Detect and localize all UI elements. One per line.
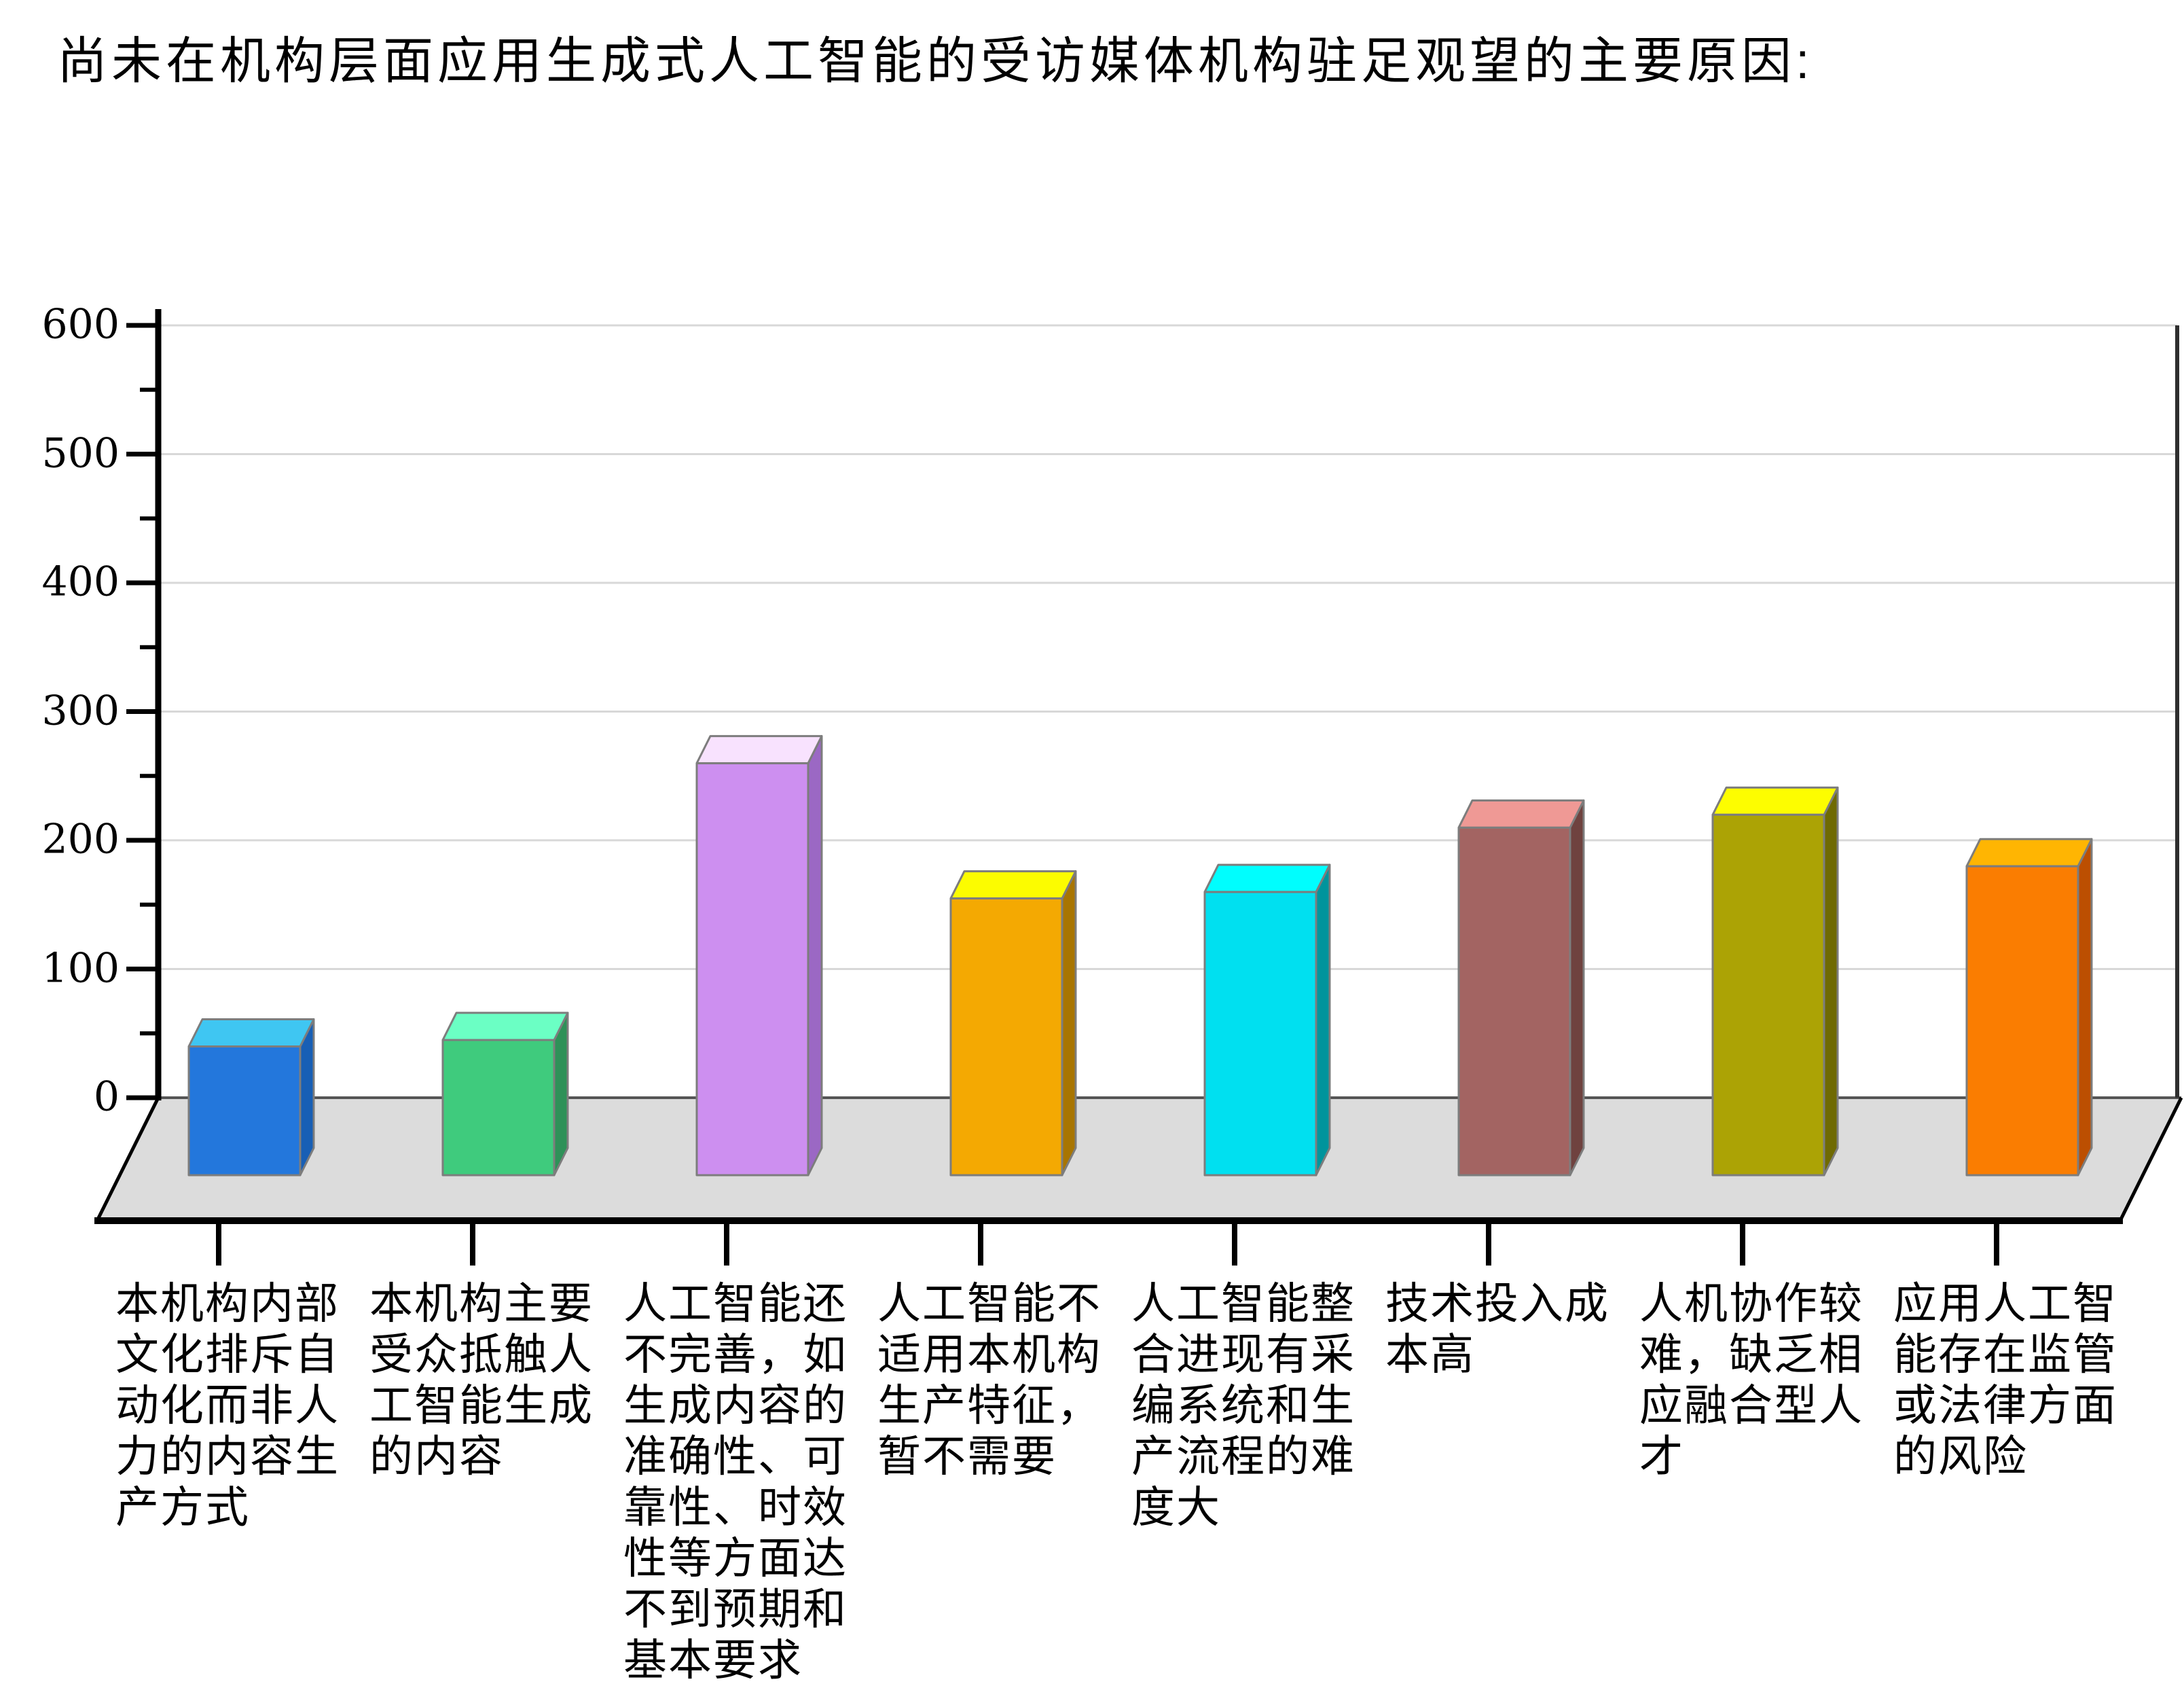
bar-top-green (441, 1011, 569, 1041)
x-category-label-line: 技术投入成 (1385, 1279, 1609, 1328)
bar-side-olive (1823, 786, 1839, 1177)
bar-side-brown (1569, 799, 1585, 1177)
x-category-label-1: 本机构内部 文化排斥自 动化而非人 力的内容生 产方式 (115, 1278, 340, 1533)
bar-top-blue (187, 1018, 315, 1047)
x-category-label-5: 人工智能整 合进现有采 编系统和生 产流程的难 度大 (1131, 1278, 1355, 1533)
bar-top-gold (949, 870, 1077, 900)
bar-front-cyan (1203, 891, 1317, 1177)
y-tick-label-500: 500 (41, 429, 120, 478)
x-category-label-line: 编系统和生 (1131, 1381, 1355, 1430)
bar-side-cyan (1315, 863, 1331, 1177)
bar-top-violet (695, 735, 823, 765)
x-category-label-line: 应用人工智 (1893, 1279, 2117, 1328)
x-category-label-line: 度大 (1131, 1483, 1221, 1532)
x-category-label-line: 基本要求 (623, 1636, 803, 1685)
x-category-label-line: 力的内容生 (115, 1432, 340, 1481)
bar-front-blue (187, 1045, 302, 1177)
x-category-label-line: 的内容 (369, 1432, 504, 1481)
x-category-label-8: 应用人工智 能存在监管 或法律方面 的风险 (1893, 1278, 2117, 1482)
x-category-label-line: 才 (1639, 1432, 1684, 1481)
x-category-label-line: 应融合型人 (1639, 1381, 1863, 1430)
x-category-label-line: 人机协作较 (1639, 1279, 1863, 1328)
x-category-label-line: 适用本机构 (877, 1330, 1102, 1379)
floor-left-edge (95, 1096, 160, 1222)
x-category-label-line: 本机构主要 (369, 1279, 594, 1328)
x-category-label-line: 靠性、时效 (623, 1483, 848, 1532)
x-category-label-line: 或法律方面 (1893, 1381, 2117, 1430)
bar-top-brown (1457, 799, 1585, 829)
floor (97, 1098, 2181, 1221)
bar-front-gold (949, 897, 1063, 1177)
x-category-label-line: 动化而非人 (115, 1381, 340, 1430)
y-tick-label-200: 200 (41, 815, 120, 863)
x-category-label-line: 人工智能不 (877, 1279, 1102, 1328)
x-category-label-line: 本高 (1385, 1330, 1475, 1379)
y-tick-label-100: 100 (41, 944, 120, 992)
x-category-label-line: 生成内容的 (623, 1381, 848, 1430)
bar-front-violet (695, 762, 809, 1177)
x-category-label-line: 性等方面达 (623, 1534, 848, 1583)
bar-top-cyan (1203, 863, 1331, 893)
bar-side-violet (807, 735, 823, 1177)
bar-side-gold (1061, 870, 1077, 1177)
x-category-label-4: 人工智能不 适用本机构 生产特征， 暂不需要 (877, 1278, 1102, 1482)
bar-front-olive (1711, 813, 1825, 1177)
x-category-label-line: 生产特征， (877, 1381, 1102, 1430)
y-tick-label-400: 400 (41, 558, 120, 606)
x-category-label-line: 准确性、可 (623, 1432, 848, 1481)
bar-front-orange (1965, 865, 2079, 1177)
x-category-label-line: 产流程的难 (1131, 1432, 1355, 1481)
x-category-label-line: 本机构内部 (115, 1279, 340, 1328)
x-category-label-line: 文化排斥自 (115, 1330, 340, 1379)
x-category-label-line: 工智能生成 (369, 1381, 594, 1430)
x-category-label-line: 难，缺乏相 (1639, 1330, 1863, 1379)
chart-title: 尚未在机构层面应用生成式人工智能的受访媒体机构驻足观望的主要原因: (57, 33, 1814, 89)
bar-front-brown (1457, 826, 1571, 1177)
bar-front-green (441, 1039, 556, 1177)
x-category-label-line: 的风险 (1893, 1432, 2028, 1481)
y-tick-label-0: 0 (93, 1073, 120, 1121)
bar-top-olive (1711, 786, 1839, 816)
x-category-label-line: 人工智能整 (1131, 1279, 1355, 1328)
floor-right-edge (2118, 1096, 2183, 1222)
x-category-label-line: 受众抵触人 (369, 1330, 594, 1379)
x-category-label-line: 合进现有采 (1131, 1330, 1355, 1379)
x-category-label-line: 能存在监管 (1893, 1330, 2117, 1379)
bar-side-orange (2077, 838, 2093, 1177)
y-tick-label-600: 600 (41, 300, 120, 348)
y-tick-label-300: 300 (41, 687, 120, 735)
x-category-label-line: 不到预期和 (623, 1585, 848, 1634)
x-category-label-line: 人工智能还 (623, 1279, 848, 1328)
x-category-label-line: 不完善，如 (623, 1330, 848, 1379)
x-category-label-line: 产方式 (115, 1483, 250, 1532)
x-category-label-line: 暂不需要 (877, 1432, 1057, 1481)
bar-top-orange (1965, 838, 2093, 867)
x-category-label-2: 本机构主要 受众抵触人 工智能生成 的内容 (369, 1278, 594, 1482)
x-category-label-6: 技术投入成 本高 (1385, 1278, 1609, 1380)
x-category-label-3: 人工智能还 不完善，如 生成内容的 准确性、可 靠性、时效 性等方面达 不到预期和 基本要求 (623, 1278, 848, 1686)
x-category-label-7: 人机协作较 难，缺乏相 应融合型人才 (1639, 1278, 1863, 1482)
